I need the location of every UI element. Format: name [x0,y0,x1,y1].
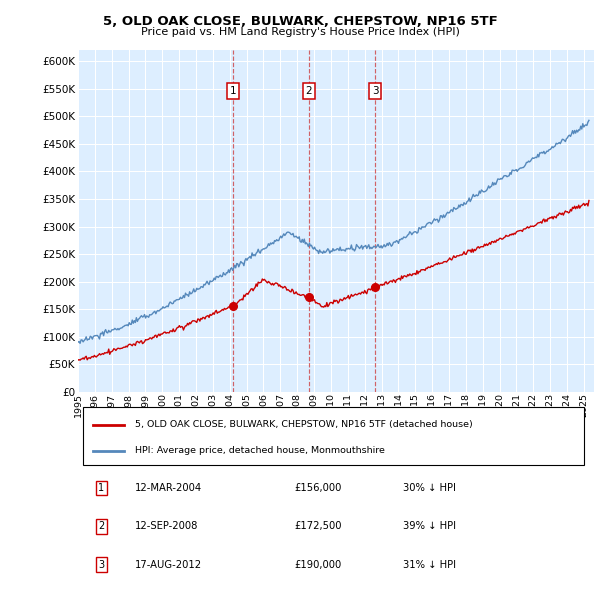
Text: 1: 1 [230,86,236,96]
Text: 5, OLD OAK CLOSE, BULWARK, CHEPSTOW, NP16 5TF: 5, OLD OAK CLOSE, BULWARK, CHEPSTOW, NP1… [103,15,497,28]
Text: 3: 3 [372,86,379,96]
Text: 2: 2 [306,86,313,96]
Text: 12-MAR-2004: 12-MAR-2004 [135,483,202,493]
Text: 39% ↓ HPI: 39% ↓ HPI [403,522,456,532]
Text: Price paid vs. HM Land Registry's House Price Index (HPI): Price paid vs. HM Land Registry's House … [140,27,460,37]
Text: 17-AUG-2012: 17-AUG-2012 [135,560,202,570]
Text: 3: 3 [98,560,104,570]
Text: 31% ↓ HPI: 31% ↓ HPI [403,560,456,570]
Text: 2: 2 [98,522,104,532]
Text: £156,000: £156,000 [295,483,342,493]
Text: £190,000: £190,000 [295,560,342,570]
Text: 30% ↓ HPI: 30% ↓ HPI [403,483,456,493]
Text: 1: 1 [98,483,104,493]
FancyBboxPatch shape [83,407,584,465]
Text: HPI: Average price, detached house, Monmouthshire: HPI: Average price, detached house, Monm… [135,446,385,455]
Text: £172,500: £172,500 [295,522,342,532]
Text: 5, OLD OAK CLOSE, BULWARK, CHEPSTOW, NP16 5TF (detached house): 5, OLD OAK CLOSE, BULWARK, CHEPSTOW, NP1… [135,420,473,429]
Text: 12-SEP-2008: 12-SEP-2008 [135,522,198,532]
